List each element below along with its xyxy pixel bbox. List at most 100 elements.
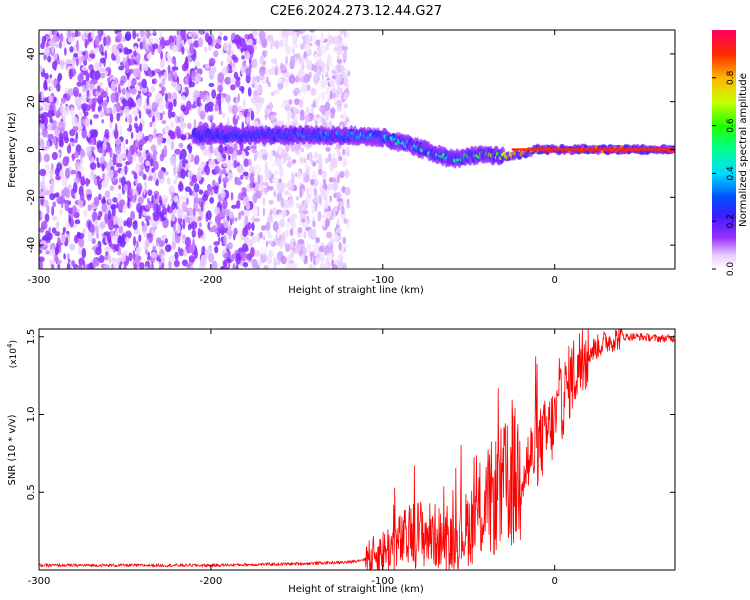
noise-blob [171,57,175,64]
noise-blob [308,151,313,162]
noise-blob [115,54,121,64]
noise-blob [111,263,114,269]
y-tick-label: 0 [26,146,37,152]
noise-blob [50,174,53,182]
noise-blob [185,263,191,268]
noise-blob [218,110,223,115]
noise-blob [138,156,144,163]
noise-blob [46,205,50,215]
noise-blob [282,156,286,164]
noise-blob [119,125,123,136]
noise-blob [293,241,296,247]
noise-blob [292,159,297,164]
noise-blob [305,33,309,44]
noise-blob [223,218,229,229]
noise-blob [133,46,138,51]
noise-blob [157,113,161,122]
x-tick-label: 0 [551,275,557,286]
noise-blob [327,97,330,103]
noise-blob [311,33,316,44]
noise-blob [71,260,75,267]
noise-blob [115,102,121,113]
noise-blob [216,93,222,100]
noise-blob [295,75,299,82]
noise-blob [75,131,79,140]
noise-blob [324,211,328,218]
x-tick-label: 0 [551,576,557,587]
noise-blob [241,86,245,94]
noise-blob [304,174,310,183]
noise-blob [224,146,228,152]
noise-blob [268,199,274,205]
noise-blob [168,130,174,138]
noise-blob [184,46,188,52]
noise-blob [99,156,105,164]
noise-blob [164,170,169,176]
noise-blob [259,174,264,184]
noise-blob [292,115,298,124]
noise-blob [220,266,225,269]
noise-blob [137,90,142,96]
noise-blob [44,116,48,126]
snr-frame [38,328,676,571]
noise-blob [39,152,42,163]
noise-blob [101,119,105,124]
noise-blob [113,49,120,57]
colorbar-tick-label: 0.8 [726,70,736,85]
noise-blob [273,264,277,269]
noise-blob [152,150,158,157]
noise-blob [255,95,261,100]
noise-blob [279,39,284,48]
noise-blob [62,176,68,188]
noise-blob [171,191,175,202]
noise-blob [214,206,221,215]
noise-blob [125,236,129,244]
noise-blob [312,178,319,187]
noise-blob [168,255,176,262]
noise-blob [108,158,113,167]
noise-blob [82,106,87,115]
noise-blob [132,249,136,261]
noise-blob [113,128,119,140]
noise-blob [314,120,318,127]
noise-blob [318,168,323,176]
noise-blob [337,174,340,184]
noise-blob [264,166,270,177]
noise-blob [255,190,262,199]
noise-blob [264,112,268,121]
noise-blob [48,95,54,103]
noise-blob [175,84,182,92]
noise-blob [41,89,44,99]
noise-blob [272,149,276,157]
noise-blob [288,74,296,85]
noise-blob [186,72,190,79]
noise-blob [80,176,86,187]
noise-blob [277,195,283,201]
noise-blob [87,204,92,212]
noise-blob [188,81,196,88]
colorbar: 0.0 0.2 0.4 0.6 0.8 Normalized spectral ampl… [712,30,749,276]
noise-blob [122,56,126,66]
noise-blob [214,148,218,156]
noise-blob [110,166,115,171]
noise-blob [321,73,324,80]
noise-blob [85,177,90,187]
noise-blob [87,57,93,62]
noise-blob [235,180,243,186]
noise-blob [262,60,266,65]
noise-blob [330,57,334,68]
noise-blob [267,186,274,191]
noise-blob [104,254,109,261]
noise-blob [116,154,123,165]
noise-blob [265,240,269,248]
noise-blob [202,148,209,156]
noise-blob [278,212,283,218]
noise-blob [173,60,177,67]
noise-blob [303,245,306,256]
noise-blob [334,43,338,48]
noise-blob [117,217,123,227]
noise-blob [143,184,146,195]
noise-blob [76,81,83,87]
noise-blob [250,145,257,150]
noise-blob [66,233,69,239]
